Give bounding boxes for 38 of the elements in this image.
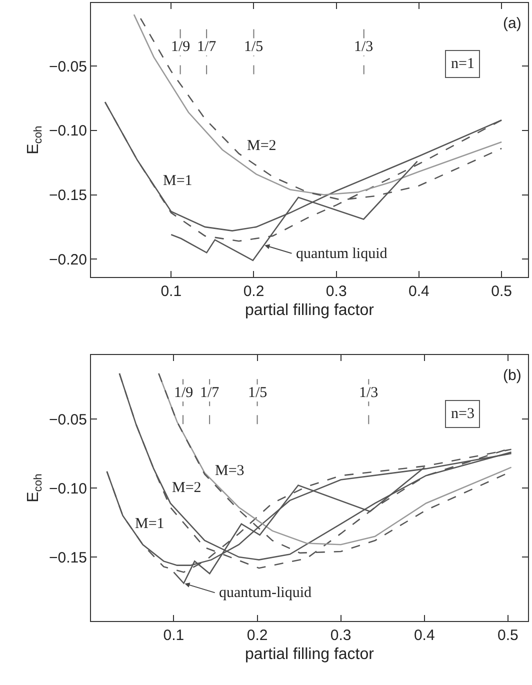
annotation: n=3: [451, 406, 474, 422]
annotation: 1/7: [200, 385, 220, 401]
x-tick-label: 0.3: [330, 627, 352, 644]
annotation: 1/3: [354, 39, 374, 55]
annotation: M=2: [247, 138, 276, 154]
annotation: 1/7: [197, 39, 217, 55]
annotation: M=1: [163, 173, 192, 189]
y-tick-label: −0.10: [49, 480, 87, 498]
x-tick-label: 0.4: [414, 627, 435, 644]
x-tick-label: 0.1: [163, 627, 184, 644]
x-tick-label: 0.5: [491, 283, 512, 300]
y-tick-label: −0.10: [49, 122, 87, 140]
annotation: 1/3: [359, 385, 378, 401]
y-tick-label: −0.15: [49, 549, 87, 566]
annotation: n=1: [451, 56, 474, 72]
annotation: (a): [503, 15, 522, 32]
annotation: M=2: [172, 480, 202, 496]
annotation: M=3: [215, 463, 244, 479]
annotation: M=1: [135, 516, 164, 532]
x-tick-label: 0.5: [498, 627, 518, 644]
annotation: 1/5: [244, 39, 264, 55]
annotation: quantum-liquid: [219, 585, 312, 601]
annotation: 1/5: [248, 385, 268, 401]
x-tick-label: 0.4: [408, 283, 430, 300]
y-tick-label: −0.05: [49, 411, 87, 428]
x-tick-label: 0.2: [246, 627, 268, 644]
annotation: (b): [503, 367, 522, 384]
x-tick-label: 0.1: [160, 283, 182, 300]
y-tick-label: −0.05: [49, 58, 87, 76]
x-axis-title: partial filling factor: [245, 646, 375, 663]
annotation: 1/9: [174, 385, 194, 401]
x-tick-label: 0.2: [243, 283, 264, 300]
annotation: quantum liquid: [296, 246, 388, 262]
x-axis-title: partial filling factor: [245, 302, 375, 319]
x-tick-label: 0.3: [326, 283, 347, 300]
y-tick-label: −0.20: [49, 251, 87, 268]
y-tick-label: −0.15: [49, 187, 87, 204]
annotation: 1/9: [171, 39, 190, 55]
